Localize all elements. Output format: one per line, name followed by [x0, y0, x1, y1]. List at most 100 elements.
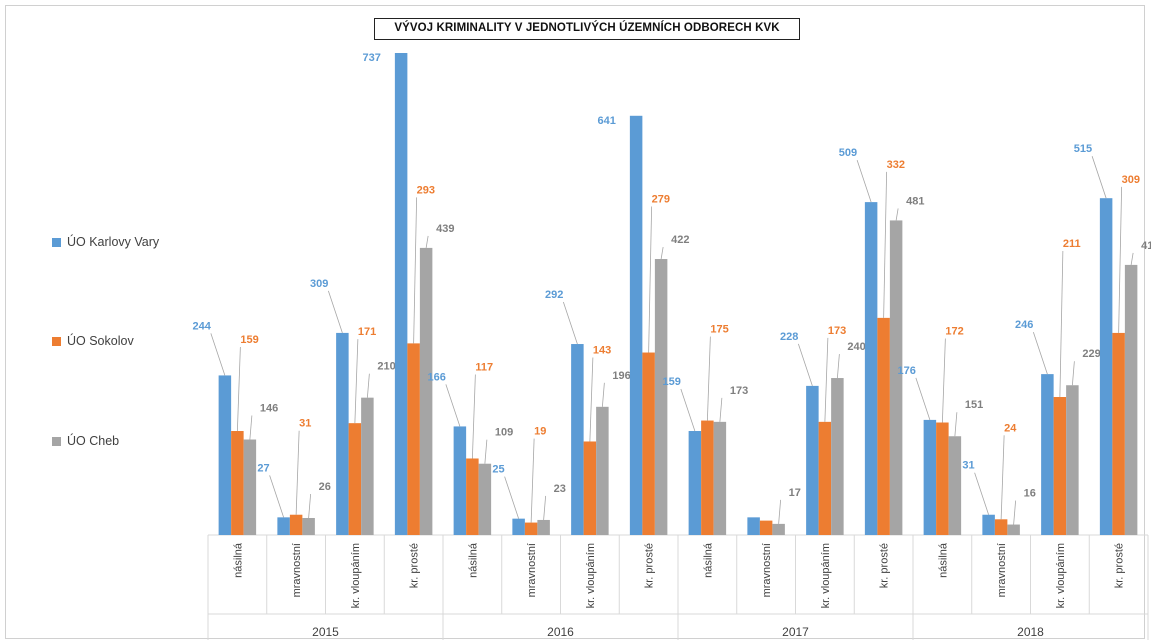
bar: [1124, 264, 1138, 535]
leader-line: [836, 354, 840, 379]
data-label: 279: [652, 194, 670, 206]
data-label: 26: [319, 481, 331, 493]
leader-line: [915, 377, 931, 421]
leader-line: [295, 430, 300, 515]
data-label: 196: [612, 370, 630, 382]
bar: [407, 343, 420, 535]
data-label: 413: [1141, 240, 1151, 252]
category-tick-label: kr. vloupáním: [1055, 543, 1067, 608]
data-label: 244: [193, 320, 212, 332]
bar: [453, 426, 467, 535]
legend-swatch-cheb: [52, 436, 61, 446]
data-label: 422: [671, 234, 689, 246]
bar: [361, 397, 374, 535]
category-tick-label: mravnostní: [291, 543, 303, 597]
bar: [218, 375, 232, 535]
leader-line: [680, 388, 696, 432]
data-label: 439: [436, 223, 454, 235]
leader-line: [471, 374, 476, 459]
leader-line: [1071, 361, 1075, 386]
bar: [688, 431, 702, 535]
leader-line: [1118, 186, 1123, 333]
leader-line: [797, 343, 813, 387]
leader-line: [210, 333, 226, 376]
bar: [994, 519, 1008, 535]
leader-line: [895, 208, 899, 221]
bar: [571, 344, 584, 535]
data-label: 292: [545, 289, 563, 301]
bar: [806, 385, 819, 535]
bar: [243, 439, 257, 535]
category-tick-label: kr. vloupáním: [350, 543, 362, 608]
leader-line: [249, 415, 253, 440]
group-tick-label: 2016: [547, 625, 574, 639]
leader-line: [589, 357, 594, 442]
data-label: 229: [1082, 348, 1100, 360]
data-label: 210: [377, 361, 395, 373]
data-label: 146: [260, 403, 278, 415]
bar: [466, 458, 479, 535]
data-label: 23: [554, 483, 566, 495]
data-label: 159: [240, 334, 258, 346]
bar: [701, 420, 714, 535]
leader-line: [1130, 252, 1134, 265]
bar: [629, 115, 643, 535]
leader-line: [824, 337, 829, 422]
bar: [772, 523, 785, 535]
category-tick-label: kr. prosté: [1114, 543, 1126, 588]
leader-line: [543, 495, 547, 520]
leader-line: [941, 338, 946, 423]
data-label: 31: [299, 418, 311, 430]
data-label: 151: [965, 399, 983, 411]
group-tick-label: 2017: [782, 625, 809, 639]
bar: [948, 436, 962, 535]
leader-line: [425, 235, 429, 248]
bar: [478, 463, 492, 535]
leader-line: [308, 493, 312, 519]
bar: [1099, 198, 1113, 535]
category-tick-label: násilná: [702, 542, 714, 578]
data-label: 737: [363, 52, 381, 64]
leader-line: [883, 171, 888, 318]
bar: [1066, 385, 1079, 535]
bar: [583, 441, 597, 535]
leader-line: [778, 499, 782, 524]
leader-line: [366, 373, 370, 398]
category-tick-label: mravnostní: [526, 543, 538, 597]
bar: [394, 53, 408, 535]
bar: [336, 332, 349, 535]
data-label: 159: [663, 376, 681, 388]
data-label: 332: [887, 159, 905, 171]
legend-item-cheb: ÚO Cheb: [52, 433, 119, 449]
legend-swatch-karlovy-vary: [52, 237, 61, 247]
legend-label: ÚO Karlovy Vary: [67, 235, 160, 249]
leader-line: [327, 290, 343, 334]
data-label: 509: [839, 147, 857, 159]
legend-item-sokolov: ÚO Sokolov: [52, 333, 134, 349]
bar: [231, 431, 244, 535]
bar: [289, 514, 303, 535]
bar: [419, 247, 433, 535]
category-tick-label: mravnostní: [996, 543, 1008, 597]
data-label: 109: [495, 427, 513, 439]
category-tick-label: kr. vloupáním: [820, 543, 832, 608]
data-label: 19: [534, 426, 546, 438]
bar: [759, 520, 773, 535]
data-label: 240: [847, 341, 865, 353]
data-label: 176: [898, 365, 916, 377]
bar: [302, 517, 315, 535]
leader-line: [601, 382, 605, 407]
group-tick-label: 2015: [312, 625, 339, 639]
bar: [524, 522, 538, 535]
category-tick-label: násilná: [232, 542, 244, 578]
data-label: 228: [780, 331, 798, 343]
data-label: 175: [710, 324, 728, 336]
data-label: 31: [962, 460, 974, 472]
data-label: 25: [492, 464, 504, 476]
data-label: 117: [475, 361, 493, 373]
chart-frame: [5, 5, 1145, 639]
data-label: 17: [789, 487, 801, 499]
category-tick-label: mravnostní: [761, 543, 773, 597]
leader-line: [974, 472, 990, 515]
